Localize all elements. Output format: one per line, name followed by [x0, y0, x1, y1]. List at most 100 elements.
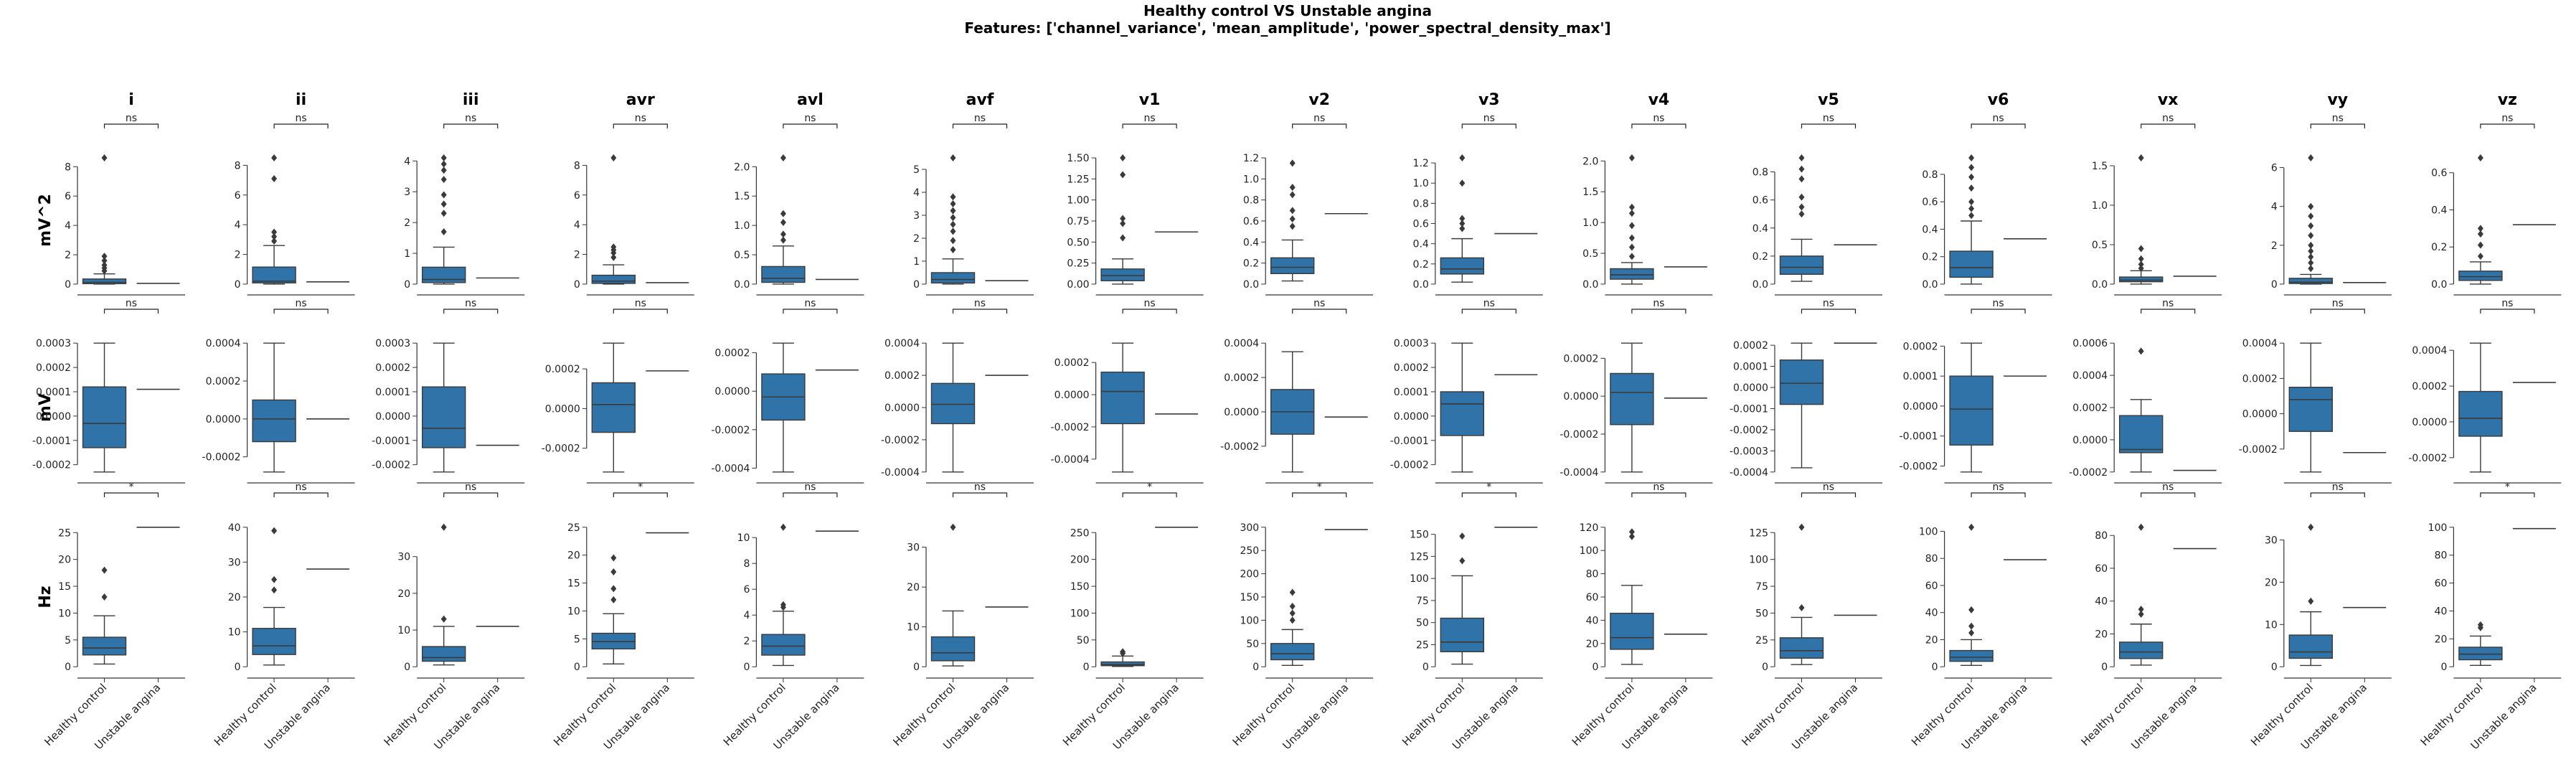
significance-bracket: [952, 492, 1008, 497]
panel: -0.0002 -0.0001 0.0000 0.0001 0.0002 0.0003 ns: [372, 298, 525, 484]
y-tick-label: 60: [2435, 578, 2448, 590]
y-tick-label: 20: [58, 555, 71, 566]
y-tick-label: 0.4: [1922, 224, 1938, 235]
significance-bracket: [443, 309, 499, 314]
column-title: vy: [2327, 91, 2348, 109]
y-tick-label: 0.0: [1582, 279, 1598, 291]
y-tick-label: 0.2: [1243, 258, 1259, 270]
column-title: iii: [463, 91, 479, 109]
outlier-point: [1289, 184, 1296, 192]
y-tick-label: 80: [2095, 530, 2108, 542]
outlier-point: [780, 230, 786, 238]
significance-label: ns: [635, 113, 646, 124]
outlier-point: [271, 154, 278, 162]
outlier-point: [2477, 225, 2483, 232]
outlier-point: [1968, 523, 1975, 531]
box-healthy-control: [1949, 250, 1994, 278]
panel: -0.0004 -0.0002 0.0000 0.0002 ns: [1560, 298, 1713, 484]
box-healthy-control: [422, 646, 466, 662]
y-tick-label: 20: [567, 550, 580, 562]
y-tick-label: 100: [2428, 522, 2448, 534]
panel: -0.0002 0.0000 0.0002 0.0004 ns: [2408, 298, 2562, 484]
significance-label: *: [2505, 481, 2510, 493]
y-tick-label: 0.0002: [1903, 341, 1938, 352]
significance-label: ns: [1144, 298, 1156, 309]
y-tick-label: 1.25: [1067, 174, 1089, 185]
outlier-point: [1628, 532, 1635, 540]
significance-label: ns: [2332, 481, 2344, 493]
outlier-point: [780, 154, 786, 162]
outlier-point: [271, 228, 278, 236]
y-tick-label: 15: [567, 578, 580, 590]
y-tick-label: 0.5: [734, 250, 750, 261]
y-tick-label: 2: [235, 250, 241, 261]
outlier-point: [2477, 241, 2483, 249]
y-tick-label: 40: [2435, 606, 2448, 617]
y-tick-label: 0.0000: [1903, 401, 1938, 413]
significance-label: *: [1486, 481, 1491, 493]
y-tick-label: 40: [228, 522, 241, 534]
figure-title-line2: Features: ['channel_variance', 'mean_amp…: [964, 19, 1610, 37]
panel: -0.0002 0.0000 0.0002 0.0004 ns: [202, 298, 355, 484]
significance-label: ns: [1483, 298, 1495, 309]
outlier-point: [780, 219, 786, 227]
y-tick-label: 0.0002: [1055, 357, 1090, 369]
significance-label: ns: [2162, 481, 2174, 493]
panel: -0.0004 -0.0002 0.0000 0.0002 ns: [711, 298, 864, 484]
box-healthy-control: [1100, 268, 1145, 281]
outlier-point: [2138, 264, 2144, 272]
y-tick-label: 0.6: [1243, 216, 1259, 227]
y-tick-label: 2.0: [734, 161, 750, 173]
box-healthy-control: [2288, 387, 2334, 432]
significance-bracket: [1461, 492, 1516, 497]
significance-bracket: [613, 492, 668, 497]
box-healthy-control: [422, 386, 466, 448]
panel: -0.0002 0.0000 0.0002 0.0004 0.0006 ns: [2069, 298, 2222, 484]
y-tick-label: 150: [1070, 581, 1090, 593]
y-tick-label: 300: [1240, 522, 1259, 534]
outlier-point: [1459, 225, 1466, 232]
outlier-point: [2308, 222, 2314, 230]
significance-label: ns: [1653, 481, 1664, 493]
y-tick-label: 0: [1592, 662, 1598, 673]
y-tick-label: 0: [1762, 662, 1768, 673]
y-tick-label: 120: [1580, 522, 1599, 534]
outlier-point: [1120, 220, 1126, 227]
y-tick-label: 0: [2271, 662, 2278, 673]
significance-label: ns: [126, 298, 137, 309]
y-tick-label: 0.0: [734, 279, 750, 291]
y-tick-label: 5: [913, 164, 920, 176]
y-tick-label: 0.0000: [1394, 411, 1429, 423]
outlier-point: [2308, 523, 2314, 531]
box-healthy-control: [1440, 257, 1485, 275]
outlier-point: [440, 176, 447, 184]
y-tick-label: 10: [2265, 619, 2278, 631]
box-healthy-control: [1270, 643, 1315, 661]
y-tick-label: 4: [404, 156, 410, 167]
y-tick-label: 0.0000: [1055, 390, 1090, 401]
outlier-point: [2138, 260, 2144, 268]
significance-bracket: [783, 123, 838, 128]
y-tick-label: 6: [2271, 163, 2278, 174]
significance-bracket: [273, 492, 329, 497]
outlier-point: [950, 200, 956, 208]
significance-label: ns: [2501, 298, 2513, 309]
y-tick-label: 0.2: [1922, 252, 1938, 263]
y-tick-label: 0.2: [1413, 259, 1429, 271]
outlier-point: [950, 523, 956, 531]
column-title: ii: [296, 91, 306, 109]
y-tick-label: -0.0004: [881, 467, 920, 479]
y-tick-label: 125: [1749, 527, 1768, 539]
y-tick-label: -0.0003: [1730, 446, 1768, 457]
y-tick-label: 80: [2435, 550, 2448, 562]
outlier-point: [2138, 523, 2144, 531]
y-tick-label: -0.0002: [1560, 429, 1598, 441]
significance-bracket: [1971, 492, 2026, 497]
y-tick-label: 0.0002: [1563, 353, 1598, 365]
significance-bracket: [273, 123, 329, 128]
y-tick-label: 0.0002: [545, 364, 580, 375]
significance-bracket: [2480, 492, 2535, 497]
panel: -0.0002 0.0000 0.0002 ns: [542, 298, 694, 484]
box-healthy-control: [82, 386, 127, 448]
